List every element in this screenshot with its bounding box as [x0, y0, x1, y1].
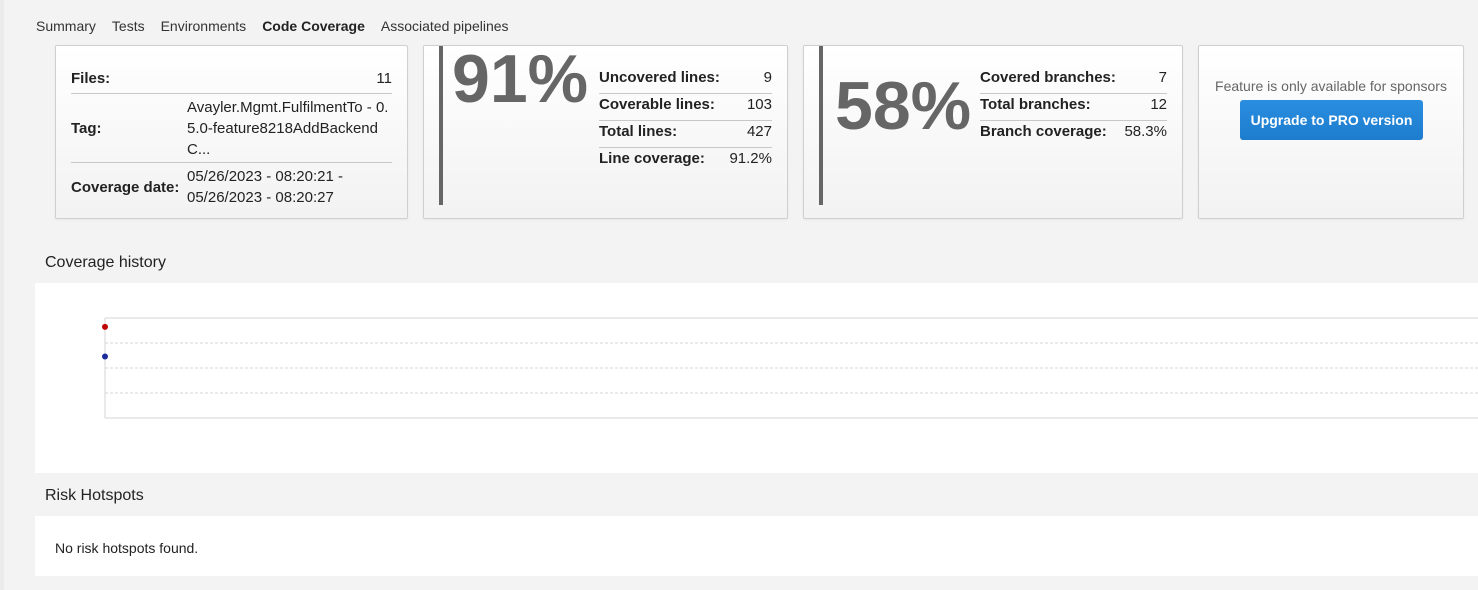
branch-coverage-row: Branch coverage: 58.3%: [980, 121, 1167, 147]
files-label: Files:: [71, 70, 111, 87]
info-card: Files: 11 Tag: Avayler.Mgmt.FulfilmentTo…: [55, 45, 408, 219]
line-coverage-value: 91.2%: [729, 150, 772, 167]
uncovered-lines-value: 9: [763, 69, 772, 86]
branch-coverage-label: Branch coverage:: [980, 123, 1107, 140]
files-row: Files: 11: [71, 68, 392, 94]
tab-bar: Summary Tests Environments Code Coverage…: [36, 0, 525, 50]
tab-associated-pipelines[interactable]: Associated pipelines: [380, 18, 509, 34]
branch-coverage-value: 58.3%: [1124, 123, 1167, 140]
no-hotspots-message: No risk hotspots found.: [55, 540, 199, 556]
coverage-date-value: 05/26/2023 - 08:20:21 - 05/26/2023 - 08:…: [187, 168, 343, 206]
tag-row: Tag: Avayler.Mgmt.FulfilmentTo - 0.5.0-f…: [71, 95, 392, 163]
sponsor-notice: Feature is only available for sponsors: [1215, 78, 1447, 94]
files-value: 11: [376, 70, 392, 87]
coverable-lines-row: Coverable lines: 103: [599, 94, 772, 121]
risk-hotspots-panel: No risk hotspots found.: [35, 516, 1478, 576]
covered-branches-value: 7: [1158, 69, 1167, 86]
line-coverage-row: Line coverage: 91.2%: [599, 148, 772, 174]
tab-tests[interactable]: Tests: [111, 18, 145, 34]
risk-hotspots-header: Risk Hotspots: [35, 473, 1478, 516]
total-lines-label: Total lines:: [599, 123, 678, 140]
branch-stats: Covered branches: 7 Total branches: 12 Bra…: [980, 67, 1167, 147]
line-coverage-label: Line coverage:: [599, 150, 705, 167]
line-stats: Uncovered lines: 9 Coverable lines: 103 To…: [599, 67, 772, 174]
total-lines-value: 427: [746, 123, 772, 140]
left-edge-strip: [0, 0, 4, 590]
branch-coverage-card: 58% Covered branches: 7 Total branches: 12…: [803, 45, 1183, 219]
line-coverage-card: 91% Uncovered lines: 9 Coverable lines: 10…: [423, 45, 788, 219]
line-coverage-bar: [439, 46, 443, 205]
tab-summary[interactable]: Summary: [36, 18, 96, 34]
coverable-lines-value: 103: [746, 96, 772, 113]
upgrade-pro-button[interactable]: Upgrade to PRO version: [1240, 100, 1423, 140]
branch-coverage-percent: 58%: [835, 68, 972, 144]
chart-points: [102, 323, 108, 360]
uncovered-lines-label: Uncovered lines:: [599, 69, 720, 86]
chart-point-series-1-0: [102, 353, 108, 360]
total-branches-value: 12: [1150, 96, 1167, 113]
coverable-lines-label: Coverable lines:: [599, 96, 715, 113]
summary-cards: Files: 11 Tag: Avayler.Mgmt.FulfilmentTo…: [35, 45, 1478, 240]
sponsor-card: Feature is only available for sponsors U…: [1198, 45, 1464, 219]
total-branches-row: Total branches: 12: [980, 94, 1167, 121]
covered-branches-row: Covered branches: 7: [980, 67, 1167, 94]
tab-code-coverage[interactable]: Code Coverage: [262, 0, 373, 50]
tab-environments[interactable]: Environments: [160, 18, 247, 34]
tag-label: Tag:: [71, 120, 102, 137]
coverage-history-chart: [102, 317, 1478, 419]
risk-hotspots-title: Risk Hotspots: [45, 487, 144, 504]
total-branches-label: Total branches:: [980, 96, 1091, 113]
line-coverage-percent: 91%: [452, 45, 589, 117]
coverage-date-label: Coverage date:: [71, 178, 180, 196]
branch-coverage-bar: [819, 46, 823, 205]
tag-value: Avayler.Mgmt.FulfilmentTo - 0.5.0-featur…: [187, 99, 389, 158]
coverage-history-header: Coverage history: [35, 240, 1478, 283]
covered-branches-label: Covered branches:: [980, 69, 1116, 86]
total-lines-row: Total lines: 427: [599, 121, 772, 148]
coverage-history-title: Coverage history: [45, 254, 166, 271]
coverage-history-panel: [35, 283, 1478, 473]
coverage-date-row: Coverage date: 05/26/2023 - 08:20:21 - 0…: [71, 164, 392, 210]
uncovered-lines-row: Uncovered lines: 9: [599, 67, 772, 94]
chart-point-series-0-0: [102, 323, 108, 330]
